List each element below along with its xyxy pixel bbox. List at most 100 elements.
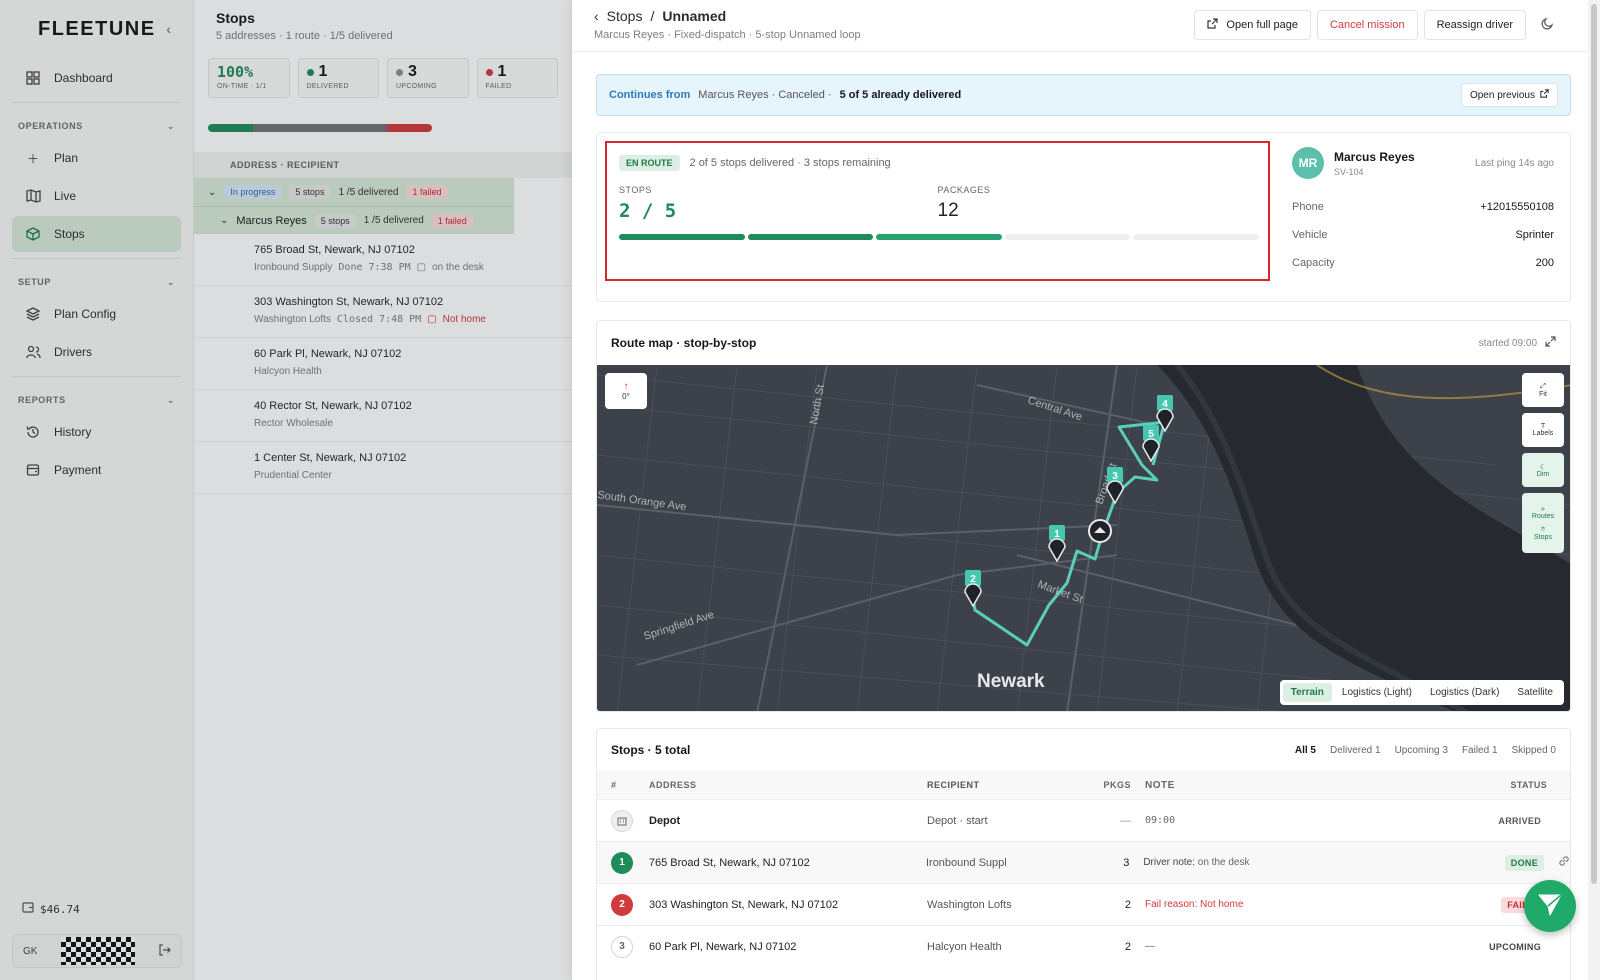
- list-item[interactable]: 40 Rector St, Newark, NJ 07102 Rector Wh…: [194, 390, 572, 442]
- route-line: [970, 419, 1167, 647]
- chevron-down-icon[interactable]: ⌄: [220, 215, 229, 226]
- sidebar-item-plan-config[interactable]: Plan Config: [12, 296, 181, 332]
- stop-marker-5[interactable]: 5: [1142, 425, 1160, 463]
- logout-icon[interactable]: [158, 943, 171, 959]
- kpi-upcoming[interactable]: 3 UPCOMING: [387, 58, 469, 98]
- map-style-satellite[interactable]: Satellite: [1517, 687, 1553, 698]
- button-label: Open previous: [1469, 89, 1535, 101]
- filter-skipped[interactable]: Skipped 0: [1511, 744, 1556, 756]
- sidebar-item-history[interactable]: History: [12, 414, 181, 450]
- filter-all[interactable]: All 5: [1294, 744, 1316, 756]
- column-header: ADDRESS: [649, 780, 697, 790]
- reassign-driver-button[interactable]: Reassign driver: [1423, 10, 1526, 40]
- map-canvas[interactable]: Central Ave Broad St Market St Springfie…: [597, 363, 1571, 712]
- expand-icon[interactable]: [1545, 336, 1556, 350]
- section-reports[interactable]: REPORTS ⌄: [0, 383, 193, 412]
- map-icon: [24, 187, 42, 205]
- scrollbar-thumb[interactable]: [1591, 4, 1597, 884]
- marker-label: 3: [1112, 471, 1118, 482]
- map-labels-button[interactable]: T Labels: [1522, 413, 1564, 447]
- group-row-status[interactable]: ⌄ In progress 5 stops 1 /5 delivered 1 f…: [194, 178, 514, 206]
- map-style-logistics-dark[interactable]: Logistics (Dark): [1429, 687, 1500, 698]
- sidebar-item-plan[interactable]: ＋ Plan: [12, 140, 181, 176]
- stop-note: Not home: [442, 314, 486, 325]
- app-logo[interactable]: FLEETUNE: [38, 17, 156, 40]
- chevron-down-icon[interactable]: ⌄: [208, 186, 217, 198]
- user-account[interactable]: GK: [12, 934, 182, 968]
- stop-recipient: Washington Lofts: [254, 314, 331, 325]
- stop-marker-2[interactable]: 2: [964, 570, 982, 608]
- section-setup[interactable]: SETUP ⌄: [0, 265, 193, 294]
- map-fit-button[interactable]: ⤢ Fit: [1522, 373, 1564, 407]
- users-icon: [24, 343, 42, 361]
- sidebar-item-drivers[interactable]: Drivers: [12, 334, 181, 370]
- list-item[interactable]: 60 Park Pl, Newark, NJ 07102 Halcyon Hea…: [194, 338, 572, 390]
- sidebar-item-dashboard[interactable]: Dashboard: [12, 60, 181, 96]
- stop-marker-3[interactable]: 3: [1106, 467, 1124, 505]
- table-row[interactable]: Depot Depot · start — 09:00 ARRIVED: [597, 799, 1570, 841]
- compass-button[interactable]: ↑ 0°: [605, 373, 647, 409]
- marker-label: 2: [970, 574, 976, 585]
- open-previous-button[interactable]: Open previous: [1460, 83, 1558, 107]
- map-style-terrain[interactable]: Terrain: [1282, 683, 1332, 702]
- list-item[interactable]: 1 Center St, Newark, NJ 07102 Prudential…: [194, 442, 572, 494]
- wallet-balance[interactable]: $46.74: [22, 902, 80, 916]
- building-icon: [611, 809, 633, 832]
- filter-delivered[interactable]: Delivered 1: [1329, 744, 1381, 756]
- section-label: REPORTS: [18, 395, 66, 405]
- open-full-page-button[interactable]: Open full page: [1194, 10, 1311, 40]
- list-item[interactable]: 765 Broad St, Newark, NJ 07102 Ironbound…: [194, 234, 572, 286]
- chevron-down-icon: ⌄: [166, 121, 175, 131]
- layers-icon: [24, 305, 42, 323]
- route-map[interactable]: Central Ave Broad St Market St Springfie…: [597, 363, 1571, 712]
- kpi-delivered[interactable]: 1 DELIVERED: [297, 58, 379, 98]
- list-item[interactable]: 303 Washington St, Newark, NJ 07102 Wash…: [194, 286, 572, 338]
- map-routes-stops-toggle[interactable]: » Routes ⌾ Stops: [1522, 493, 1564, 553]
- drawer-scrollbar[interactable]: [1588, 0, 1600, 980]
- stops-table-card: Stops · 5 total All 5 Delivered 1 Upcomi…: [596, 728, 1571, 980]
- sidebar-item-live[interactable]: Live: [12, 178, 181, 214]
- column-header: RECIPIENT: [927, 780, 980, 790]
- row-pkgs: 2: [1124, 898, 1131, 911]
- map-dim-button[interactable]: ☾ Dim: [1522, 453, 1564, 487]
- group-row-driver[interactable]: ⌄ Marcus Reyes 5 stops 1 /5 delivered 1 …: [194, 206, 514, 234]
- breadcrumb-parent[interactable]: Stops: [606, 8, 643, 24]
- table-row[interactable]: 1 765 Broad St, Newark, NJ 07102 Ironbou…: [597, 841, 1570, 883]
- note-icon: ▢: [427, 314, 437, 325]
- route-detail-drawer: ‹ Stops / Unnamed Marcus Reyes · Fixed-d…: [572, 0, 1600, 980]
- stop-marker-4[interactable]: 4: [1156, 395, 1174, 433]
- send-feedback-button[interactable]: [1524, 880, 1576, 932]
- table-header-row: # ADDRESS RECIPIENT PKGS NOTE STATUS: [597, 771, 1570, 799]
- kpi-failed[interactable]: 1 FAILED: [476, 58, 558, 98]
- table-row[interactable]: 2 303 Washington St, Newark, NJ 07102 Wa…: [597, 883, 1570, 925]
- chevron-down-icon: ⌄: [166, 395, 175, 405]
- balance-value: $46.74: [40, 902, 80, 916]
- grid-icon: [24, 69, 42, 87]
- tool-label: Fit: [1539, 390, 1547, 398]
- pin-icon: ⌾: [1540, 525, 1546, 533]
- stops-label: STOPS: [619, 185, 652, 195]
- note-label: Fail reason:: [1145, 899, 1198, 910]
- column-header: #: [611, 780, 617, 790]
- depot-marker[interactable]: [1088, 519, 1112, 543]
- cancel-mission-button[interactable]: Cancel mission: [1316, 10, 1418, 40]
- filter-failed[interactable]: Failed 1: [1461, 744, 1498, 756]
- theme-toggle-button[interactable]: [1532, 10, 1562, 40]
- filter-upcoming[interactable]: Upcoming 3: [1394, 744, 1448, 756]
- link-icon[interactable]: [1558, 855, 1570, 870]
- stop-status: Done: [338, 262, 363, 273]
- receipt-icon: [24, 461, 42, 479]
- stop-address: 765 Broad St, Newark, NJ 07102: [254, 244, 415, 256]
- stop-marker-1[interactable]: 1: [1048, 525, 1066, 563]
- collapse-sidebar-icon[interactable]: ‹: [166, 21, 171, 37]
- sidebar-item-stops[interactable]: Stops: [12, 216, 181, 252]
- button-label: Cancel mission: [1329, 19, 1405, 31]
- section-operations[interactable]: OPERATIONS ⌄: [0, 109, 193, 138]
- table-row[interactable]: 3 60 Park Pl, Newark, NJ 07102 Halcyon H…: [597, 925, 1570, 967]
- sidebar-item-payment[interactable]: Payment: [12, 452, 181, 488]
- phone-value[interactable]: +12015550108: [1480, 201, 1554, 213]
- map-style-logistics-light[interactable]: Logistics (Light): [1341, 687, 1412, 698]
- progress-segment: [1004, 234, 1131, 240]
- kpi-label: ON-TIME · 1/1: [217, 83, 267, 90]
- back-chevron-icon[interactable]: ‹: [594, 8, 599, 24]
